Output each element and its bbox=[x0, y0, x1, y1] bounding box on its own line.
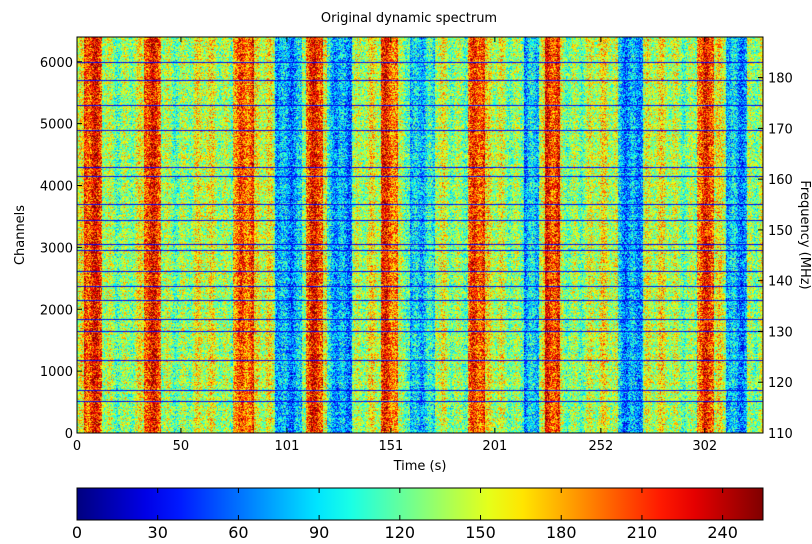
y-axis-channels: 0 1000 2000 3000 4000 5000 6000 bbox=[40, 56, 82, 442]
colorbar-tick-label: 120 bbox=[385, 523, 416, 542]
y2-axis-label: Frequency (MHz) bbox=[797, 180, 812, 289]
x-tick-label: 252 bbox=[588, 439, 613, 454]
y2-tick-label: 130 bbox=[768, 325, 793, 340]
y-tick-label: 2000 bbox=[40, 303, 73, 318]
chart-title: Original dynamic spectrum bbox=[321, 11, 497, 26]
heatmap-area bbox=[76, 36, 764, 434]
heatmap-image bbox=[77, 37, 763, 433]
y2-tick-label: 120 bbox=[768, 376, 793, 391]
colorbar-frame bbox=[76, 487, 764, 521]
x-tick-label: 302 bbox=[692, 439, 717, 454]
colorbar-tick-label: 210 bbox=[627, 523, 658, 542]
colorbar-tick-label: 180 bbox=[546, 523, 577, 542]
colorbar-tick-label: 60 bbox=[228, 523, 248, 542]
y2-tick-label: 160 bbox=[768, 173, 793, 188]
colorbar-gradient bbox=[77, 488, 763, 520]
colorbar-tick-label: 150 bbox=[465, 523, 496, 542]
colorbar-tick-label: 240 bbox=[707, 523, 738, 542]
x-axis-label: Time (s) bbox=[393, 459, 447, 474]
colorbar-tick-label: 30 bbox=[148, 523, 168, 542]
x-tick-label: 0 bbox=[73, 439, 81, 454]
y2-tick-label: 110 bbox=[768, 427, 793, 442]
y2-tick-label: 150 bbox=[768, 224, 793, 239]
x-tick-label: 201 bbox=[482, 439, 507, 454]
y-tick-label: 3000 bbox=[40, 241, 73, 256]
y2-tick-label: 140 bbox=[768, 275, 793, 290]
y-tick-label: 4000 bbox=[40, 180, 73, 195]
y2-tick-label: 170 bbox=[768, 122, 793, 137]
y2-tick-label: 180 bbox=[768, 72, 793, 87]
x-tick-label: 50 bbox=[173, 439, 190, 454]
x-tick-label: 101 bbox=[275, 439, 300, 454]
colorbar-tick-label: 0 bbox=[72, 523, 82, 542]
y-tick-label: 5000 bbox=[40, 118, 73, 133]
y-axis-label: Channels bbox=[13, 205, 28, 265]
colorbar: 0 30 60 90 120 150 180 210 240 bbox=[72, 487, 764, 542]
colorbar-tick-label: 90 bbox=[309, 523, 329, 542]
y-tick-label: 1000 bbox=[40, 365, 73, 380]
y-axis-frequency: 110 120 130 140 150 160 170 180 bbox=[758, 72, 793, 442]
y-tick-label: 0 bbox=[65, 427, 73, 442]
colorbar-ticks: 0 30 60 90 120 150 180 210 240 bbox=[72, 488, 738, 542]
plot-frame bbox=[76, 36, 764, 434]
y-tick-label: 6000 bbox=[40, 56, 73, 71]
x-tick-label: 151 bbox=[378, 439, 403, 454]
x-axis: 0 50 101 151 201 252 302 bbox=[73, 37, 717, 454]
